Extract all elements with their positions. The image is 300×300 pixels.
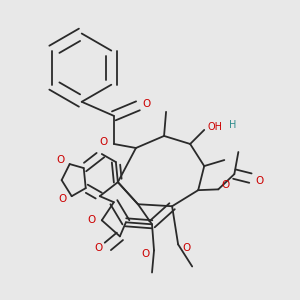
Text: O: O <box>182 243 190 253</box>
Text: O: O <box>255 176 263 186</box>
Text: O: O <box>59 194 67 204</box>
Text: O: O <box>142 249 150 259</box>
Text: OH: OH <box>208 122 223 132</box>
Text: O: O <box>57 155 65 165</box>
Text: H: H <box>230 120 237 130</box>
Text: O: O <box>143 99 151 109</box>
Text: O: O <box>100 137 108 147</box>
Text: O: O <box>95 243 103 254</box>
Text: O: O <box>221 180 230 190</box>
Text: O: O <box>88 215 96 225</box>
